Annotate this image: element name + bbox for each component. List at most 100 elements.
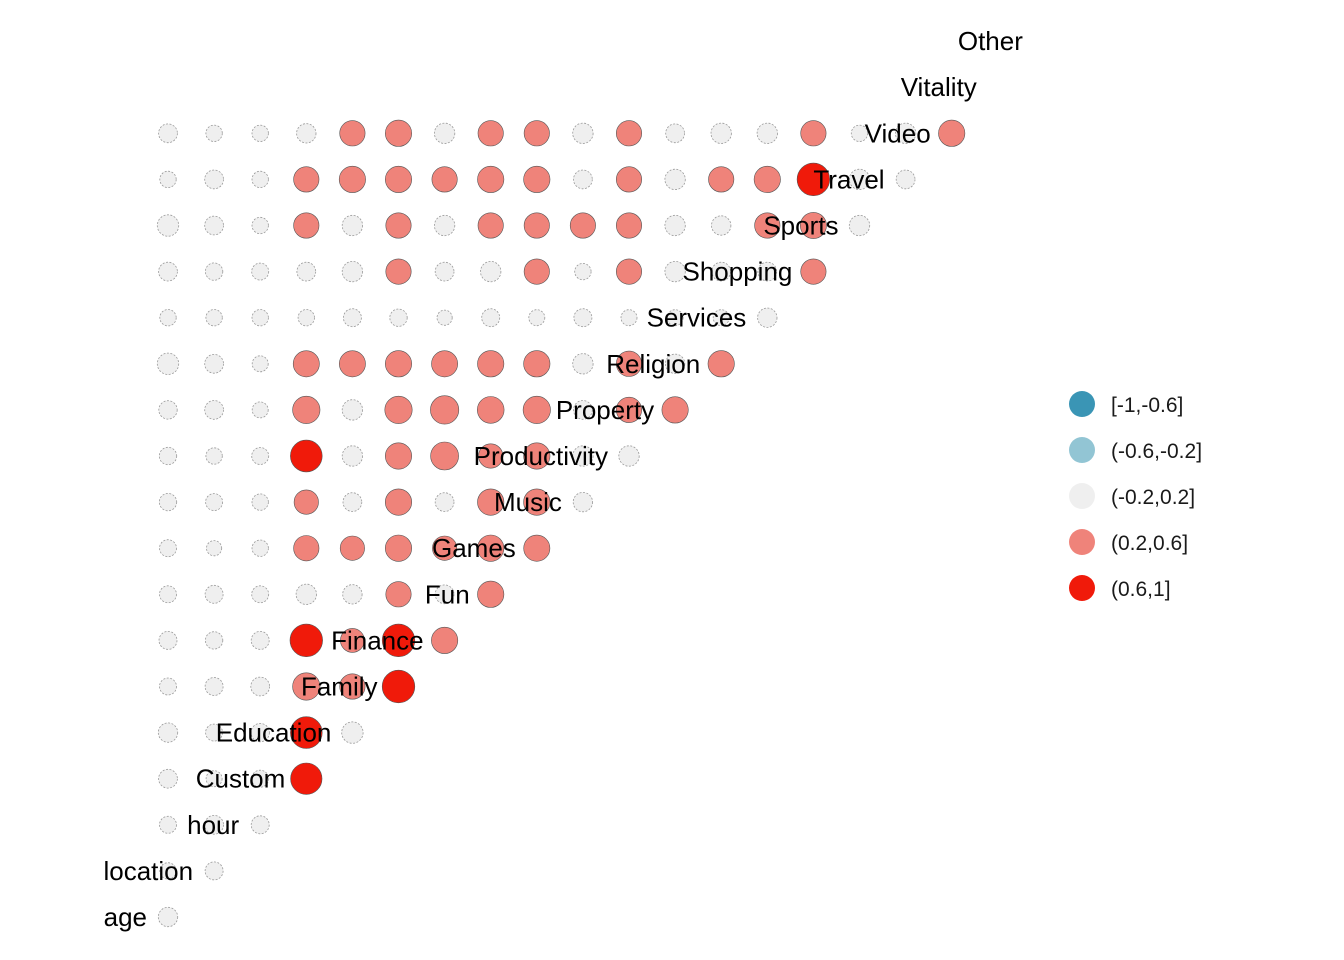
dot-Music-Fun xyxy=(477,488,505,516)
dot-Religion-Games xyxy=(523,350,551,378)
dot-Video-Family xyxy=(384,119,412,147)
dot-Video-Education xyxy=(339,120,366,147)
dot-Sports-Services xyxy=(754,212,781,239)
dot-Services-location xyxy=(205,309,223,327)
dot-Family-location xyxy=(204,677,224,696)
dot-Religion-hour xyxy=(251,355,269,373)
dot-Music-location xyxy=(205,493,224,512)
dot-Services-Productivity xyxy=(620,309,638,327)
dot-Services-Music xyxy=(573,308,593,328)
dot-Religion-Custom xyxy=(292,350,320,378)
dot-Fun-Finance xyxy=(434,584,455,605)
dot-Video-Services xyxy=(756,122,778,144)
dot-Finance-hour xyxy=(250,631,270,650)
dot-Productivity-Music xyxy=(572,445,594,467)
var-label-productivity: Productivity xyxy=(474,441,608,471)
var-label-fun: Fun xyxy=(425,579,470,609)
dot-Religion-Education xyxy=(338,350,366,378)
dot-Fun-Custom xyxy=(295,583,317,605)
dot-Services-hour xyxy=(251,309,269,327)
dot-Education-hour xyxy=(250,722,270,743)
dot-Custom-location xyxy=(205,770,223,788)
dot-Video-Games xyxy=(523,120,550,147)
legend-swatch-1 xyxy=(1069,437,1095,463)
dot-Travel-Property xyxy=(664,168,686,190)
legend-swatch-4 xyxy=(1069,575,1095,601)
dot-Shopping-age xyxy=(158,261,178,282)
dot-Property-Education xyxy=(341,399,363,421)
dot-Property-location xyxy=(204,400,224,420)
dot-hour-hour xyxy=(250,815,270,835)
dot-Services-Custom xyxy=(297,309,315,327)
var-label-location: location xyxy=(103,856,193,886)
dot-Sports-Games xyxy=(523,212,550,239)
dot-Productivity-hour xyxy=(251,447,270,465)
dot-Games-Custom xyxy=(293,535,320,562)
legend-label-4: (0.6,1] xyxy=(1111,578,1171,601)
dot-Shopping-hour xyxy=(251,262,270,281)
dot-Travel-Games xyxy=(523,165,551,193)
dot-Productivity-Family xyxy=(384,442,412,470)
dot-Religion-age xyxy=(156,352,180,375)
dot-Family-hour xyxy=(250,676,271,697)
dot-Services-Family xyxy=(389,308,408,327)
legend-swatch-0 xyxy=(1069,391,1095,417)
dot-Shopping-Family xyxy=(385,258,412,285)
dot-Services-Education xyxy=(342,308,362,328)
dot-Religion-Religion xyxy=(707,350,735,378)
dot-Games-Finance xyxy=(432,535,458,561)
var-label-services: Services xyxy=(647,303,747,333)
dot-Sports-Fun xyxy=(477,212,504,239)
dot-Sports-Music xyxy=(569,212,596,239)
dot-Religion-Music xyxy=(572,353,594,375)
dot-Music-Family xyxy=(384,488,412,516)
dot-Video-hour xyxy=(251,124,269,142)
dot-Video-Sports xyxy=(850,124,869,142)
dot-Property-Custom xyxy=(292,395,321,424)
dot-Services-age xyxy=(159,309,177,327)
dot-Services-Religion xyxy=(712,309,730,327)
dot-Sports-Religion xyxy=(711,215,732,236)
dot-Family-Custom xyxy=(292,672,321,701)
dot-Custom-age xyxy=(158,768,178,789)
dot-Shopping-Shopping xyxy=(800,258,827,285)
dot-Music-age xyxy=(158,492,178,512)
dot-Finance-Education xyxy=(340,628,365,653)
dot-Shopping-Productivity xyxy=(615,258,642,285)
var-label-family: Family xyxy=(301,672,378,702)
dot-Productivity-Education xyxy=(341,445,363,467)
var-label-property: Property xyxy=(556,395,654,425)
dot-Games-Family xyxy=(384,534,412,562)
dot-Property-hour xyxy=(251,401,269,419)
var-label-finance: Finance xyxy=(331,625,424,655)
dot-Fun-Family xyxy=(385,581,412,608)
dot-Services-Services xyxy=(757,307,778,328)
dot-Games-age xyxy=(159,539,177,558)
dot-Sports-location xyxy=(204,215,224,236)
dot-Shopping-Services xyxy=(757,261,778,282)
dot-Music-Games xyxy=(523,488,551,516)
dot-Religion-Productivity xyxy=(615,350,642,377)
dot-Video-age xyxy=(158,123,178,144)
dot-Travel-Productivity xyxy=(615,166,642,193)
dot-Fun-location xyxy=(204,584,224,604)
dot-Sports-Productivity xyxy=(615,212,642,239)
dot-Services-Property xyxy=(666,309,684,327)
dot-hour-location xyxy=(204,814,224,835)
dot-Shopping-Custom xyxy=(296,261,317,282)
dot-Fun-Education xyxy=(342,584,363,605)
dot-Fun-hour xyxy=(251,585,270,604)
dot-Religion-Fun xyxy=(477,350,505,378)
dot-Travel-Religion xyxy=(708,166,735,193)
dot-Productivity-Productivity xyxy=(618,445,640,467)
dot-Travel-location xyxy=(204,169,224,190)
dot-Services-Finance xyxy=(436,309,453,326)
var-label-hour: hour xyxy=(187,810,239,840)
dot-Games-hour xyxy=(251,539,269,557)
dot-Video-Video xyxy=(938,119,966,147)
dot-Productivity-Finance xyxy=(430,441,459,471)
dot-Music-Finance xyxy=(434,492,455,512)
dot-Travel-Sports xyxy=(848,168,871,190)
dot-Video-Property xyxy=(665,123,685,144)
legend-label-0: [-1,-0.6] xyxy=(1111,394,1183,417)
